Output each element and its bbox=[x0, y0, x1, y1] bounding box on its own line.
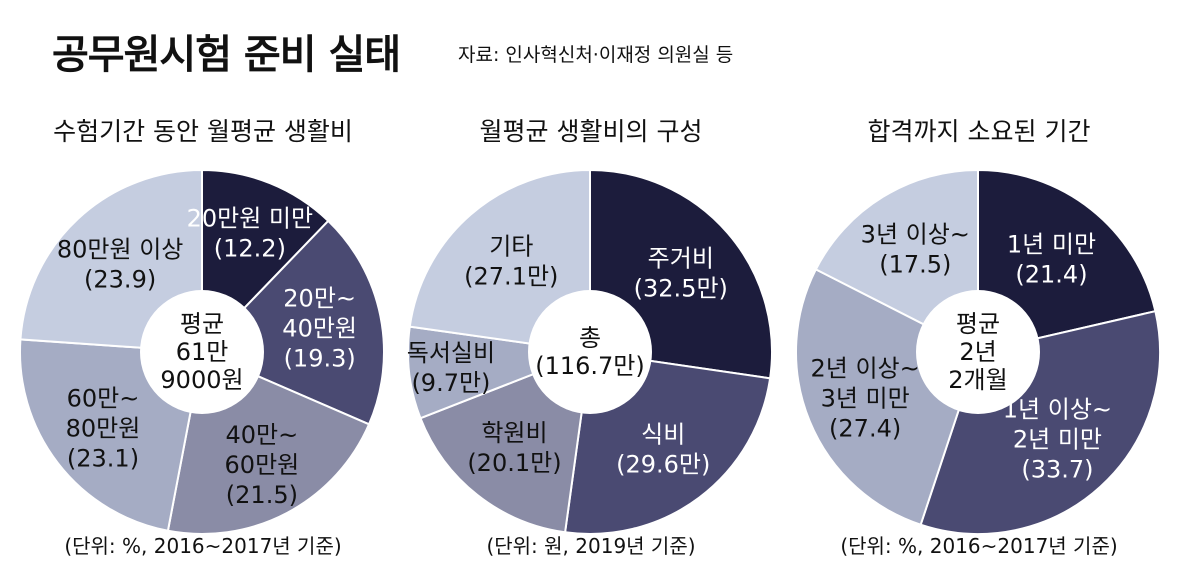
pie1-slice-3-label: 40만~ 60만원 (21.5) bbox=[225, 421, 300, 509]
pie3-slice-3-label: 2년 이상~ 3년 미만 (27.4) bbox=[811, 354, 920, 442]
pie1-slice-2-label: 20만~ 40만원 (19.3) bbox=[282, 284, 357, 372]
pie3-center-hole bbox=[916, 290, 1040, 414]
pie2-center-hole bbox=[528, 290, 652, 414]
pie3-slice-2-label: 1년 이상~ 2년 미만 (33.7) bbox=[1003, 395, 1112, 483]
chart-1-unit-note: (단위: %, 2016~2017년 기준) bbox=[64, 534, 342, 558]
main-title: 공무원시험 준비 실태 bbox=[52, 32, 401, 78]
pie1-slice-1-label: 20만원 미만 (12.2) bbox=[187, 204, 314, 262]
pie3-slice-1-label: 1년 미만 (21.4) bbox=[1007, 231, 1096, 289]
pie2-slice-4-label: 독서실비 (9.7만) bbox=[407, 339, 495, 397]
pie1-slice-5 bbox=[19, 168, 203, 354]
chart-2-unit-note: (단위: 원, 2019년 기준) bbox=[486, 534, 696, 558]
pie2-center-label: 총 (116.7만) bbox=[535, 324, 645, 380]
pie2-slice-1-label: 주거비 (32.5만) bbox=[634, 245, 728, 303]
pie1-slice-2 bbox=[200, 219, 385, 426]
pie3-slice-1 bbox=[977, 168, 1157, 354]
chart-1-title: 수험기간 동안 월평균 생활비 bbox=[53, 117, 353, 146]
pie-chart-2: 주거비 (32.5만) 식비 (29.6만) 학원비 (20.1만) 독서실비 (9.7만) 기… bbox=[407, 168, 773, 535]
pie1-center-hole bbox=[140, 290, 264, 414]
pie2-slice-5 bbox=[408, 168, 591, 354]
pie1-slice-5-label: 80만원 이상 (23.9) bbox=[57, 235, 184, 293]
pie1-center-label: 평균 61만 9000원 bbox=[160, 310, 243, 394]
pie1-slice-4-label: 60만~ 80만원 (23.1) bbox=[66, 384, 141, 472]
pie2-slice-5-label: 기타 (27.1만) bbox=[464, 232, 558, 290]
pie-chart-1: 20만원 미만 (12.2) 20만~ 40만원 (19.3) 40만~ 60만원 (21.5… bbox=[19, 168, 385, 535]
pie2-slice-3-label: 학원비 (20.1만) bbox=[467, 419, 561, 477]
chart-3-title: 합격까지 소요된 기간 bbox=[867, 117, 1091, 146]
source-note: 자료: 인사혁신처·이재정 의원실 등 bbox=[458, 44, 734, 66]
pie2-slice-2-label: 식비 (29.6만) bbox=[616, 421, 710, 479]
chart-3-unit-note: (단위: %, 2016~2017년 기준) bbox=[840, 534, 1118, 558]
chart-2-title: 월평균 생활비의 구성 bbox=[479, 117, 703, 146]
pie-chart-3: 1년 미만 (21.4) 1년 이상~ 2년 미만 (33.7) 2년 이상~ 3년 미만(… bbox=[795, 168, 1161, 535]
pie3-slice-4-label: 3년 이상~ (17.5) bbox=[861, 221, 970, 279]
pie3-center-label: 평균 2년 2개월 bbox=[948, 310, 1007, 394]
